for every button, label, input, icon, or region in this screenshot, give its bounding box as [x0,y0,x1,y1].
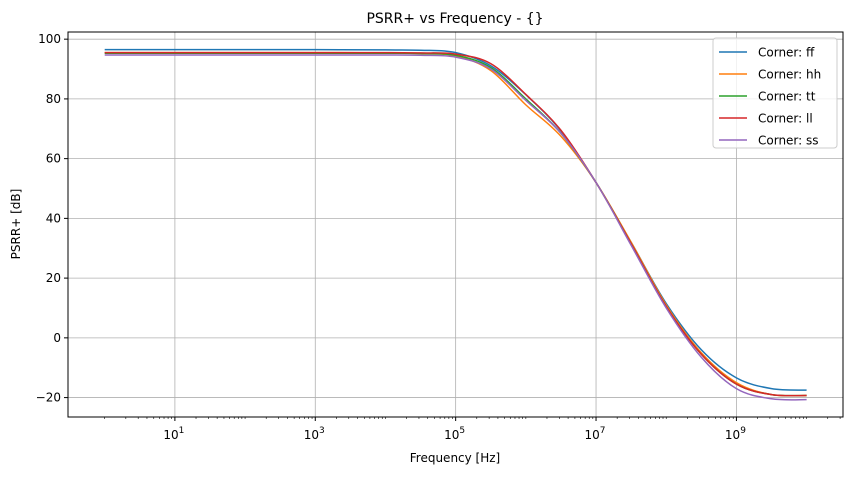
y-tick-label: 60 [46,152,61,166]
series-lines [104,48,807,401]
legend-label: Corner: ll [758,112,813,126]
y-tick-label: 40 [46,211,61,225]
x-tick-label: 109 [725,426,746,442]
y-axis-label: PSRR+ [dB] [9,189,23,260]
legend-label: Corner: ss [758,134,819,148]
y-tick-label: 80 [46,92,61,106]
y-tick-label: 0 [53,331,61,345]
legend-box [712,37,838,149]
x-tick-label: 101 [163,426,184,442]
x-axis-label: Frequency [Hz] [410,451,501,465]
chart-title: PSRR+ vs Frequency - {} [366,11,543,27]
y-tick-label: 20 [46,271,61,285]
series-line-ll [104,51,807,397]
y-tick-label: 100 [38,32,61,46]
x-tick-label: 103 [304,426,325,442]
x-axis-ticks: 101 103 105 107 109 [104,417,841,442]
legend-label: Corner: ff [758,46,815,60]
series-line-ss [104,54,807,401]
y-axis-ticks: −20 0 20 40 60 80 100 [36,32,68,405]
legend-label: Corner: tt [758,90,816,104]
legend-label: Corner: hh [758,68,821,82]
x-tick-label: 105 [444,426,465,442]
x-tick-label: 107 [585,426,606,442]
legend: Corner: ff Corner: hh Corner: tt Corner: ll… [712,37,838,149]
grid [68,32,843,417]
y-tick-label: −20 [36,391,61,405]
